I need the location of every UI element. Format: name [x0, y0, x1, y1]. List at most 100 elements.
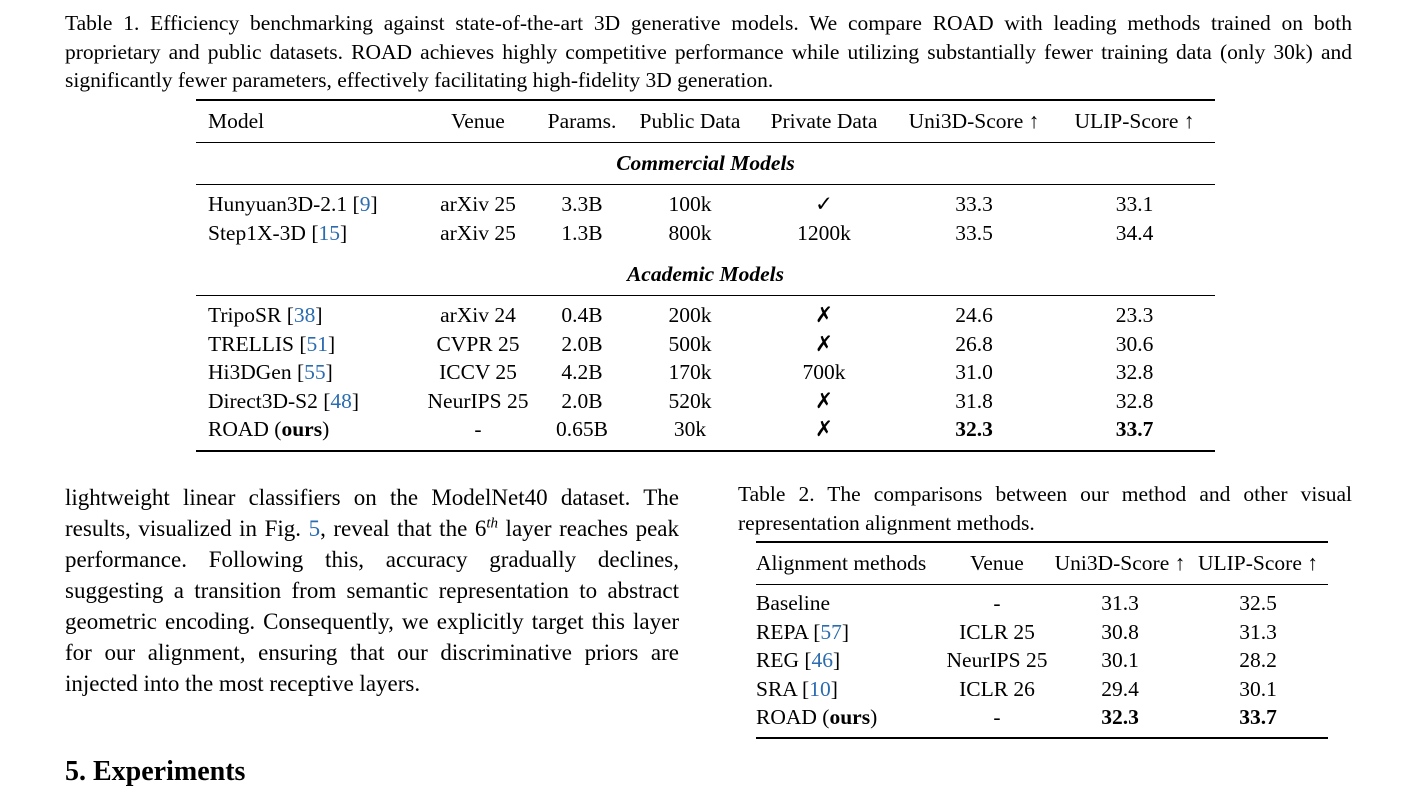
- citation-link[interactable]: 15: [318, 220, 340, 245]
- ulip-value: 33.7: [1239, 705, 1277, 730]
- section-row: Commercial Models: [196, 142, 1215, 185]
- ulip-cell: 32.8: [1115, 360, 1154, 385]
- citation-link[interactable]: 57: [820, 619, 842, 644]
- model-name: Hi3DGen: [208, 360, 292, 385]
- header-alignment-method: Alignment methods: [756, 542, 942, 585]
- model-name: REG: [756, 648, 799, 673]
- venue-cell: ICCV 25: [439, 360, 517, 385]
- venue-cell: arXiv 25: [440, 220, 516, 245]
- uni3d-cell: 32.3: [894, 416, 1054, 452]
- ulip-cell: 30.1: [1239, 676, 1277, 701]
- uni3d-cell: 29.4: [1101, 676, 1139, 701]
- params-cell: 2.0B: [561, 331, 603, 356]
- model-name: REPA: [756, 619, 808, 644]
- venue-cell: ICLR 25: [959, 619, 1035, 644]
- model-name: Baseline: [756, 591, 831, 616]
- ulip-cell: 30.6: [1115, 331, 1154, 356]
- header-private-data: Private Data: [754, 100, 894, 143]
- model-name: Step1X-3D: [208, 220, 306, 245]
- method-cell: REG [46]: [756, 648, 841, 673]
- citation-link[interactable]: 55: [304, 360, 326, 385]
- header-ulip-score: ULIP-Score ↑: [1188, 542, 1328, 585]
- table2-body: Baseline - 31.3 32.5 REPA [57] ICLR 25 30.8 31.…: [756, 584, 1328, 738]
- table-row: Baseline - 31.3 32.5: [756, 584, 1328, 618]
- ulip-cell: 32.8: [1115, 388, 1154, 413]
- citation-link[interactable]: 48: [330, 388, 352, 413]
- table-row: ROAD (ours) - 0.65B 30k ✗ 32.3 33.7: [196, 416, 1215, 452]
- private-cell: ✓: [814, 192, 833, 217]
- ours-label: ours: [829, 705, 871, 730]
- method-cell: Baseline: [756, 584, 942, 618]
- model-cell: Hi3DGen [55]: [208, 360, 333, 385]
- private-cell: ✗: [814, 331, 833, 356]
- citation-link[interactable]: 10: [809, 676, 831, 701]
- uni3d-cell: 33.5: [955, 220, 993, 245]
- private-cell: 1200k: [797, 220, 851, 245]
- uni3d-cell: 26.8: [955, 331, 993, 356]
- header-uni3d-score: Uni3D-Score ↑: [1052, 542, 1188, 585]
- table1-section-commercial: Commercial Models Hunyuan3D-2.1 [9] arXiv …: [196, 142, 1215, 254]
- citation-link[interactable]: 38: [293, 303, 316, 328]
- header-params: Params.: [538, 100, 626, 143]
- venue-cell: CVPR 25: [436, 331, 520, 356]
- model-name: Direct3D-S2: [208, 388, 318, 413]
- uni3d-cell: 31.8: [955, 388, 993, 413]
- public-cell: 500k: [668, 331, 712, 356]
- venue-cell: arXiv 24: [440, 303, 516, 328]
- public-cell: 520k: [668, 388, 712, 413]
- uni3d-value: 32.3: [1101, 705, 1139, 730]
- venue-cell: -: [993, 705, 1001, 730]
- uni3d-cell: 33.3: [955, 192, 993, 217]
- body-text-part1: lightweight linear classifiers on the Mo…: [65, 485, 679, 541]
- table-row: ROAD (ours) - 32.3 33.7: [756, 704, 1328, 739]
- uni3d-cell: 31.0: [955, 360, 993, 385]
- ulip-value: 33.7: [1115, 417, 1154, 442]
- ulip-cell: 23.3: [1115, 303, 1154, 328]
- body-text-part3: layer reaches peak performance. Followin…: [65, 516, 679, 696]
- method-cell: ROAD (ours): [756, 705, 878, 730]
- ours-label: ours: [281, 417, 323, 442]
- header-public-data: Public Data: [626, 100, 754, 143]
- uni3d-value: 32.3: [955, 417, 993, 442]
- table-row: REPA [57] ICLR 25 30.8 31.3: [756, 618, 1328, 647]
- ulip-cell: 33.1: [1115, 192, 1154, 217]
- venue-cell: NeurIPS 25: [427, 388, 529, 413]
- header-ulip-score: ULIP-Score ↑: [1054, 100, 1215, 143]
- params-cell: 3.3B: [561, 192, 603, 217]
- citation-link[interactable]: 51: [306, 331, 329, 356]
- table1-header-row: Model Venue Params. Public Data Private …: [196, 100, 1215, 143]
- params-cell: 2.0B: [561, 388, 603, 413]
- table-row: TRELLIS [51] CVPR 25 2.0B 500k ✗ 26.8 30.6: [196, 330, 1215, 359]
- method-cell: SRA [10]: [756, 676, 838, 701]
- venue-cell: -: [474, 417, 482, 442]
- params-cell: 0.4B: [561, 303, 603, 328]
- model-cell: TRELLIS [51]: [208, 331, 336, 356]
- table-row: TripoSR [38] arXiv 24 0.4B 200k ✗ 24.6 23.3: [196, 295, 1215, 330]
- model-name: ROAD: [756, 705, 817, 730]
- params-cell: 4.2B: [561, 360, 603, 385]
- header-model: Model: [196, 100, 418, 143]
- model-cell: TripoSR [38]: [208, 303, 323, 328]
- public-cell: 100k: [668, 192, 712, 217]
- model-cell: Direct3D-S2 [48]: [208, 388, 360, 413]
- table-row: Step1X-3D [15] arXiv 25 1.3B 800k 1200k 33.5 3…: [196, 219, 1215, 254]
- public-cell: 200k: [668, 303, 712, 328]
- body-superscript: th: [486, 515, 498, 532]
- params-cell: 0.65B: [556, 417, 608, 442]
- table2: Alignment methods Venue Uni3D-Score ↑ UL…: [756, 541, 1328, 739]
- citation-link[interactable]: 46: [811, 648, 834, 673]
- private-cell: ✗: [814, 417, 833, 442]
- citation-link[interactable]: 9: [359, 192, 371, 217]
- table-row: SRA [10] ICLR 26 29.4 30.1: [756, 675, 1328, 704]
- params-cell: 1.3B: [561, 220, 603, 245]
- table1-caption: Table 1. Efficiency benchmarking against…: [65, 11, 1352, 92]
- public-cell: 800k: [668, 220, 712, 245]
- private-cell: ✗: [814, 303, 833, 328]
- figure-ref-link[interactable]: 5: [308, 516, 321, 541]
- table1-section-academic: Academic Models TripoSR [38] arXiv 24 0.4B 2…: [196, 253, 1215, 452]
- uni3d-cell: 24.6: [955, 303, 993, 328]
- method-cell: REPA [57]: [756, 619, 850, 644]
- table-row: Hunyuan3D-2.1 [9] arXiv 25 3.3B 100k ✓ 33.3 33…: [196, 184, 1215, 219]
- ulip-cell: 28.2: [1239, 648, 1277, 673]
- uni3d-cell: 30.8: [1101, 619, 1139, 644]
